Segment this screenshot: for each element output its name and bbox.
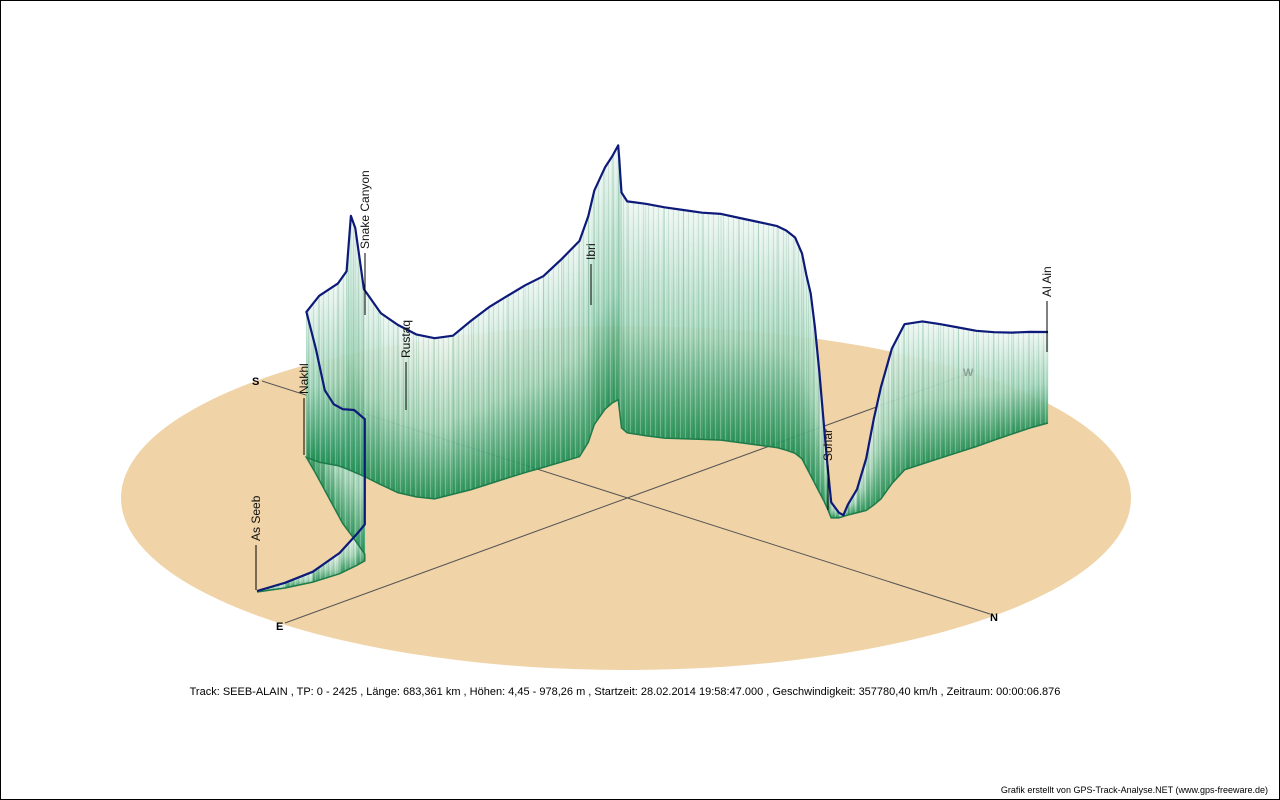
curtain-texture — [306, 295, 320, 463]
curtain-texture — [1011, 331, 1030, 435]
curtain-texture — [434, 335, 453, 499]
curtain-texture — [976, 330, 995, 447]
curtain-texture — [806, 274, 811, 476]
curtain-texture — [604, 156, 613, 410]
curtain-texture — [346, 215, 351, 471]
curtain-texture — [618, 145, 620, 410]
curtain-texture — [683, 209, 703, 440]
compass-w-label: W — [963, 367, 974, 379]
curtain-texture — [819, 372, 824, 501]
curtain-texture — [619, 159, 621, 419]
curtain-texture — [594, 167, 605, 425]
curtain-texture — [777, 226, 787, 451]
curtain-texture — [810, 293, 816, 484]
curtain-texture — [758, 222, 778, 448]
curtain-texture — [940, 324, 959, 459]
curtain-texture — [380, 313, 398, 493]
curtain-texture — [416, 334, 435, 499]
waypoint-label: Ibri — [584, 243, 598, 260]
compass-n-label: N — [990, 612, 998, 624]
compass-labels: S W N E — [252, 367, 998, 633]
curtain-texture — [880, 348, 892, 499]
curtain-texture — [285, 571, 313, 588]
curtain-texture — [739, 217, 759, 446]
elevation-curtain — [256, 145, 1049, 593]
curtain-texture — [922, 321, 941, 464]
curtain-texture — [857, 458, 867, 513]
curtain-texture — [561, 240, 580, 463]
curtain-texture — [312, 552, 340, 583]
curtain-texture — [612, 145, 619, 404]
elevation-profile-line — [256, 144, 1049, 593]
curtain-texture — [994, 332, 1012, 441]
axis-e-w — [284, 370, 976, 624]
curtain-texture — [702, 212, 722, 441]
curtain-texture — [579, 216, 589, 457]
curtain-texture — [958, 327, 977, 453]
curtain-texture — [339, 534, 357, 574]
curtain-texture — [891, 324, 905, 484]
curtain-texture — [489, 296, 508, 484]
curtain-texture — [350, 215, 356, 473]
curtain-texture — [525, 276, 544, 473]
waypoint-label: As Seeb — [249, 495, 263, 541]
waypoint-label: Rustaq — [399, 320, 413, 358]
curtain-texture — [664, 207, 684, 439]
curtain-texture — [543, 259, 562, 468]
curtain-texture — [795, 237, 802, 459]
curtain-texture — [1029, 331, 1048, 429]
compass-e-label: E — [276, 621, 283, 633]
curtain-texture — [873, 387, 881, 506]
curtain-texture — [319, 283, 338, 466]
curtain-texture — [801, 253, 807, 468]
curtain-texture — [621, 192, 628, 433]
curtain-texture — [452, 320, 472, 495]
curtain-texture — [620, 176, 622, 428]
curtain-texture — [397, 324, 417, 497]
curtain-texture — [904, 321, 923, 470]
curtain-texture — [363, 289, 381, 485]
curtain-texture — [627, 201, 646, 436]
ground-track-line — [256, 398, 1049, 593]
curtain-texture — [847, 489, 858, 516]
curtain-texture — [471, 307, 490, 490]
waypoint-label: Nakhl — [297, 363, 311, 394]
waypoint-label: Sohar — [821, 429, 835, 461]
waypoint-label: Al Ain — [1040, 266, 1054, 297]
curtain-texture — [507, 285, 526, 479]
curtain-texture — [588, 190, 595, 443]
curtain-texture — [721, 213, 740, 443]
waypoint-markers: As Seeb Nakhl Snake Canyon Rustaq Ibri Sohar A… — [249, 170, 1054, 590]
compass-s-label: S — [252, 376, 259, 388]
credit-text: Grafik erstellt von GPS-Track-Analyse.NE… — [1000, 785, 1268, 795]
track-summary-caption: Track: SEEB-ALAIN , TP: 0 - 2425 , Länge… — [189, 686, 1061, 698]
curtain-texture — [645, 203, 665, 439]
curtain-texture — [866, 419, 874, 511]
curtain-texture — [337, 271, 347, 469]
curtain-texture — [786, 230, 796, 454]
waypoint-label: Snake Canyon — [358, 170, 372, 249]
